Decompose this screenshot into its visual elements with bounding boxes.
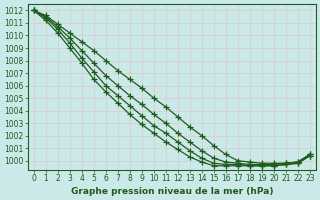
X-axis label: Graphe pression niveau de la mer (hPa): Graphe pression niveau de la mer (hPa) (70, 187, 273, 196)
